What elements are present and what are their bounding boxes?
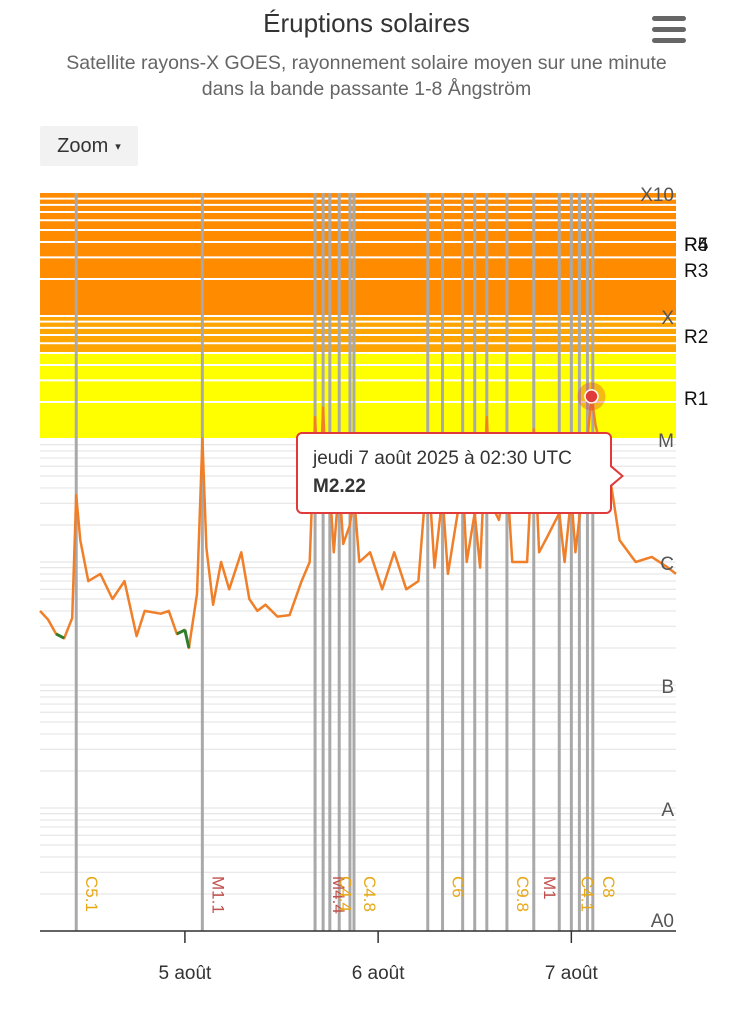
flare-event-label: M1.1 [208, 876, 227, 914]
flare-event-label: C4.4 [336, 876, 355, 912]
hamburger-icon[interactable] [652, 16, 686, 44]
flare-event-label: C4.8 [360, 876, 379, 912]
highlight-point [584, 389, 599, 404]
class-label: B [661, 677, 674, 698]
radio-band-label: R4 [684, 235, 709, 256]
menu-bar [652, 27, 686, 32]
flare-event-label: C5.1 [82, 876, 101, 912]
menu-bar [652, 16, 686, 21]
class-label: A0 [651, 911, 674, 932]
tooltip-arrow-inner [609, 466, 621, 486]
flare-event-label: M1 [540, 876, 559, 900]
radio-band-label: R3 [684, 261, 708, 282]
xray-flux-low-segment [55, 632, 65, 640]
radio-band-label: R2 [684, 327, 708, 348]
flare-event-label: M4.4 [329, 876, 348, 914]
x-tick-label: 5 août [158, 963, 212, 984]
zoom-label: Zoom [57, 134, 109, 157]
subtitle-line-2: dans la bande passante 1-8 Ångström [201, 78, 532, 100]
class-label: M [658, 431, 674, 452]
menu-bar [652, 38, 686, 43]
tooltip-date: jeudi 7 août 2025 à 02:30 UTC [313, 448, 572, 469]
class-label: C [660, 554, 674, 575]
flare-event-label: C8 [599, 876, 618, 898]
class-label: A [661, 800, 674, 821]
chart-tooltip: jeudi 7 août 2025 à 02:30 UTC M2.22 [296, 432, 624, 514]
class-label: X10 [640, 185, 674, 206]
flare-event-label: C4.1 [577, 876, 596, 912]
class-label: X [661, 308, 674, 329]
radio-band-label: R5 [684, 235, 708, 256]
flare-event-label: C9.8 [513, 876, 532, 912]
chevron-down-icon: ▾ [115, 140, 121, 153]
page-title: Éruptions solaires [263, 8, 470, 38]
zoom-button[interactable]: Zoom ▾ [40, 126, 138, 166]
subtitle-line-1: Satellite rayons-X GOES, rayonnement sol… [66, 52, 667, 74]
x-tick-label: 7 août [545, 963, 599, 984]
tooltip-value: M2.22 [313, 476, 366, 497]
xray-flux-low-segment [183, 629, 191, 649]
xray-flux-line [39, 395, 677, 650]
flare-event-label: C6 [449, 876, 468, 898]
radio-band-label: R1 [684, 389, 708, 410]
chart-subtitle: Satellite rayons-X GOES, rayonnement sol… [40, 50, 693, 102]
x-tick-label: 6 août [352, 963, 406, 984]
